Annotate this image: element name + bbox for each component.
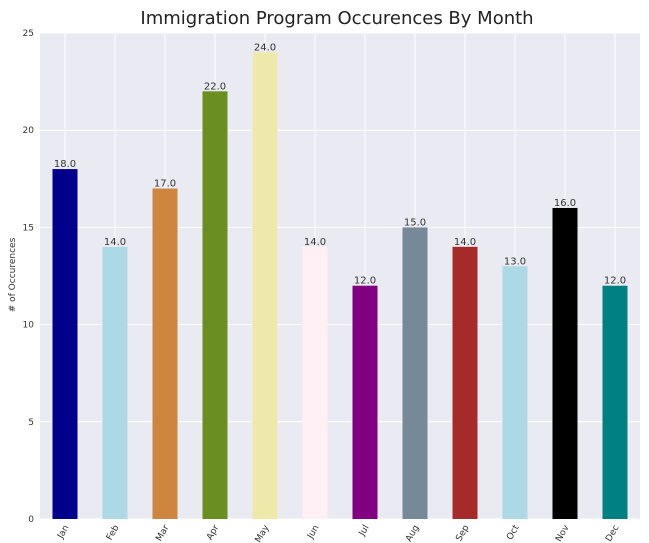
x-tick-label-may: May bbox=[254, 523, 272, 543]
data-label-apr: 22.0 bbox=[204, 81, 226, 92]
bars bbox=[52, 52, 628, 519]
data-label-sep: 14.0 bbox=[454, 237, 476, 248]
x-tick-label-sep: Sep bbox=[454, 523, 471, 543]
y-axis-label: # of Occurences bbox=[8, 237, 18, 312]
y-tick-label: 0 bbox=[28, 515, 34, 525]
y-tick-label: 15 bbox=[23, 223, 34, 233]
data-label-jun: 14.0 bbox=[304, 237, 326, 248]
plot-area bbox=[40, 33, 640, 519]
data-label-oct: 13.0 bbox=[504, 256, 526, 267]
bar-dec bbox=[602, 285, 628, 519]
x-tick-label-oct: Oct bbox=[505, 523, 522, 542]
bar-sep bbox=[452, 246, 478, 519]
x-tick-label-apr: Apr bbox=[205, 523, 222, 542]
bar-jan bbox=[52, 169, 78, 519]
y-axis-ticks: 0 5 10 15 20 25 bbox=[23, 29, 35, 525]
y-tick-label: 10 bbox=[23, 321, 35, 331]
y-tick-label: 5 bbox=[28, 418, 34, 428]
data-label-feb: 14.0 bbox=[104, 237, 126, 248]
data-label-may: 24.0 bbox=[254, 42, 276, 53]
bar-jun bbox=[302, 246, 328, 519]
bar-jul bbox=[352, 285, 378, 519]
x-tick-label-mar: Mar bbox=[154, 523, 171, 543]
data-labels: 18.0 14.0 17.0 22.0 24.0 14.0 12.0 15.0 14.0 13.0… bbox=[54, 42, 626, 286]
data-label-dec: 12.0 bbox=[604, 276, 626, 287]
bar-apr bbox=[202, 91, 228, 519]
bar-may bbox=[252, 52, 278, 519]
bar-mar bbox=[152, 188, 178, 519]
x-tick-label-jun: Jun bbox=[305, 524, 321, 542]
data-label-mar: 17.0 bbox=[154, 179, 176, 190]
y-tick-label: 25 bbox=[23, 29, 34, 39]
data-label-nov: 16.0 bbox=[554, 198, 576, 209]
bar-nov bbox=[552, 207, 578, 519]
x-axis-ticks: Jan Feb Mar Apr May Jun Jul Aug Sep Oct Nov Dec bbox=[56, 523, 622, 543]
data-label-aug: 15.0 bbox=[404, 217, 426, 228]
bar-oct bbox=[502, 266, 528, 519]
data-label-jul: 12.0 bbox=[354, 276, 376, 287]
x-tick-label-nov: Nov bbox=[554, 523, 572, 543]
x-tick-label-feb: Feb bbox=[105, 523, 122, 542]
x-tick-label-dec: Dec bbox=[604, 523, 621, 543]
y-tick-label: 20 bbox=[23, 126, 35, 136]
chart-title: Immigration Program Occurences By Month bbox=[140, 8, 533, 29]
x-tick-label-aug: Aug bbox=[404, 524, 421, 543]
bar-aug bbox=[402, 227, 428, 519]
x-tick-label-jan: Jan bbox=[56, 524, 72, 542]
bar-feb bbox=[102, 246, 128, 519]
data-label-jan: 18.0 bbox=[54, 159, 76, 170]
x-tick-label-jul: Jul bbox=[357, 524, 372, 539]
